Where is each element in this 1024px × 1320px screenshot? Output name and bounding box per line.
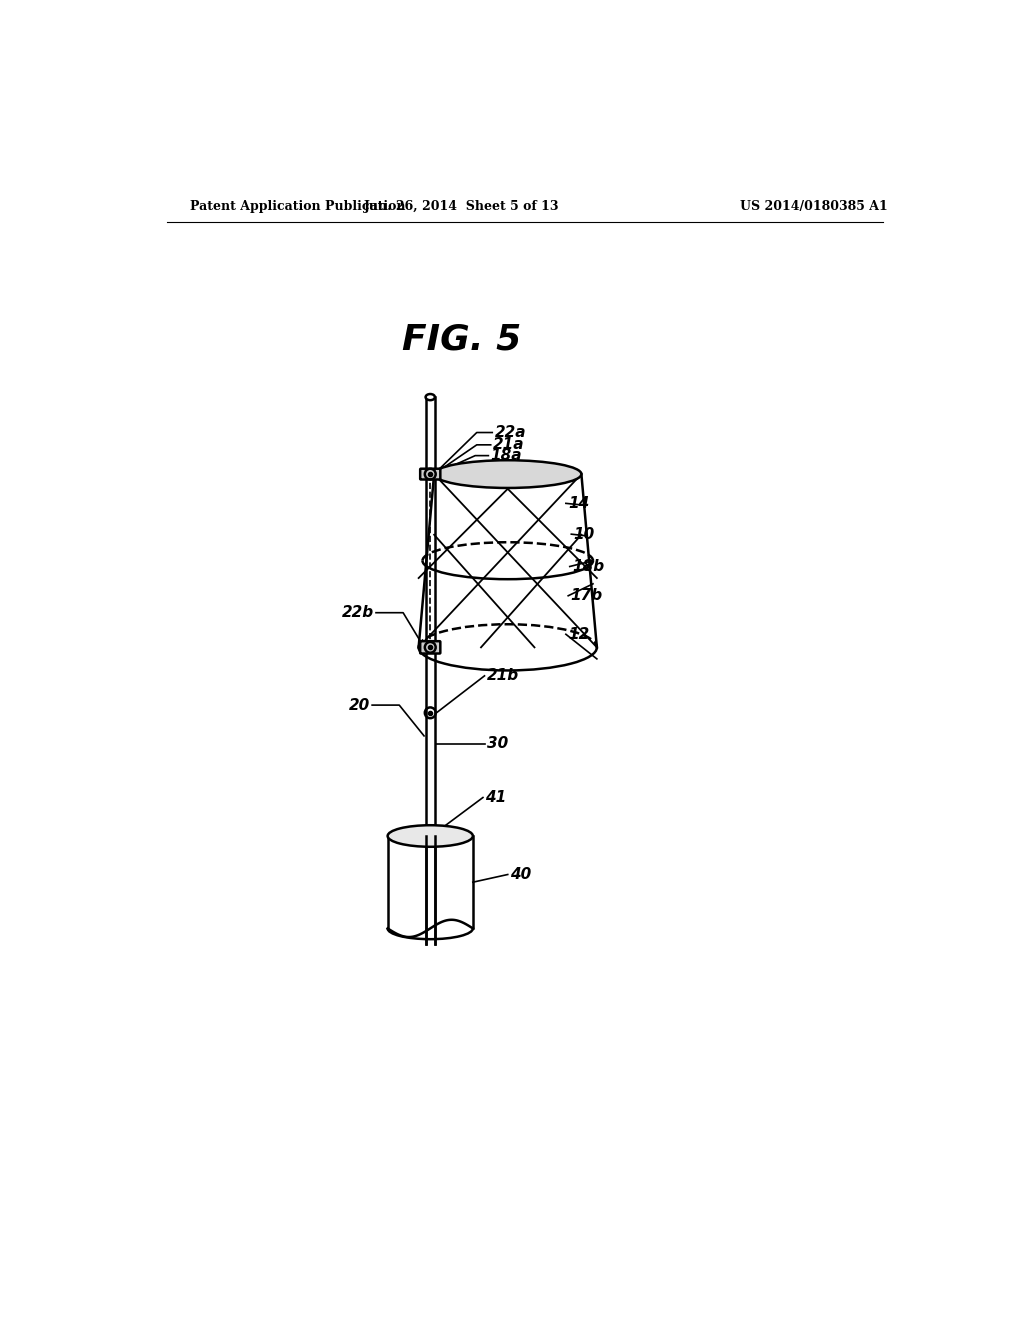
Text: 21a: 21a [493, 437, 524, 453]
Text: Jun. 26, 2014  Sheet 5 of 13: Jun. 26, 2014 Sheet 5 of 13 [364, 199, 559, 213]
Text: 11: 11 [549, 471, 570, 486]
Text: US 2014/0180385 A1: US 2014/0180385 A1 [740, 199, 888, 213]
Text: 40: 40 [510, 867, 531, 882]
FancyBboxPatch shape [420, 469, 440, 479]
Text: 21b: 21b [486, 668, 519, 684]
Text: 41: 41 [485, 789, 507, 805]
Text: 10: 10 [573, 527, 595, 541]
Text: 22a: 22a [495, 425, 526, 440]
Text: 30: 30 [486, 737, 508, 751]
Text: 20: 20 [348, 697, 370, 713]
Ellipse shape [388, 825, 473, 847]
FancyBboxPatch shape [420, 642, 440, 653]
Text: 22b: 22b [342, 605, 374, 620]
Text: 12: 12 [568, 627, 590, 642]
Text: 17b: 17b [570, 589, 603, 603]
Ellipse shape [426, 393, 435, 400]
Ellipse shape [434, 461, 582, 488]
Text: 18b: 18b [572, 558, 604, 574]
Text: FIG. 5: FIG. 5 [401, 322, 521, 356]
Text: Patent Application Publication: Patent Application Publication [190, 199, 406, 213]
Text: 18a: 18a [490, 447, 522, 463]
Text: 14: 14 [568, 496, 590, 511]
Text: 17a: 17a [488, 459, 520, 474]
